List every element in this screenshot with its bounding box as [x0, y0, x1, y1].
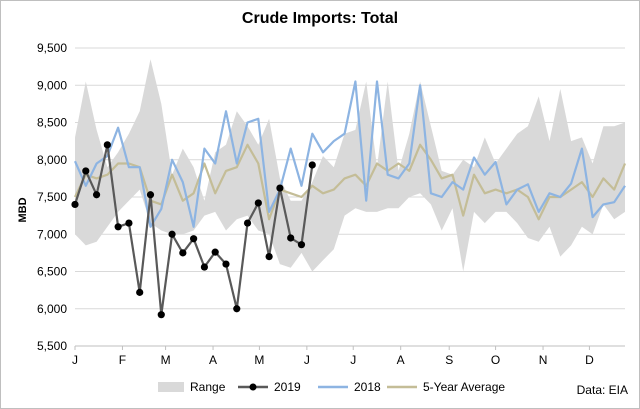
x-tick-label: O	[491, 353, 500, 367]
range-band-group	[75, 59, 625, 272]
series-line-5yr-avg	[74, 143, 627, 221]
x-tick-label: S	[445, 353, 453, 367]
legend: Range 2019 2018 5-Year Average	[0, 380, 640, 398]
legend-swatch-5yr-avg	[387, 385, 417, 389]
legend-label-5yr-avg: 5-Year Average	[423, 380, 506, 394]
x-tick-label: M	[254, 353, 264, 367]
x-tick-label: A	[209, 353, 217, 367]
y-tick-label: 5,500	[37, 339, 67, 353]
axes-group: 5,500 6,000 6,500 7,000 7,500 8,000 8,500 9,000…	[37, 41, 625, 367]
point-2019	[254, 199, 262, 207]
y-tick-label: 8,500	[37, 116, 67, 130]
point-2019	[103, 141, 111, 149]
series-line-2018	[73, 80, 626, 228]
point-2019	[146, 191, 155, 199]
y-tick-label: 6,500	[37, 265, 67, 279]
data-source-note: Data: EIA	[576, 383, 628, 397]
point-2019	[265, 253, 273, 261]
legend-label-2018: 2018	[354, 380, 381, 394]
point-2019	[190, 235, 198, 243]
legend-swatch-2019	[238, 383, 268, 391]
point-2019	[297, 241, 306, 249]
legend-item-range: Range	[158, 380, 225, 394]
point-2019	[125, 219, 133, 227]
y-tick-label: 6,000	[37, 302, 67, 316]
point-2019	[71, 200, 79, 209]
point-2019	[211, 248, 219, 256]
legend-item-2019: 2019	[238, 380, 301, 394]
y-tick-label: 8,000	[37, 153, 67, 167]
chart-title: Crude Imports: Total	[241, 10, 399, 27]
point-2019	[168, 230, 176, 238]
point-2019	[233, 305, 241, 313]
legend-swatch-2018	[318, 385, 348, 389]
x-tick-label: A	[397, 353, 405, 367]
point-2019	[157, 311, 165, 319]
point-2019	[222, 260, 230, 268]
y-tick-label: 9,000	[37, 78, 67, 92]
x-tick-label: M	[161, 353, 171, 367]
point-2019	[200, 263, 209, 271]
y-tick-label: 7,500	[37, 190, 67, 204]
legend-item-5yr-avg: 5-Year Average	[387, 380, 505, 394]
y-tick-label: 9,500	[37, 41, 67, 55]
x-tick-label: J	[350, 353, 356, 367]
x-tick-label: D	[585, 353, 594, 367]
legend-item-2018: 2018	[318, 380, 381, 394]
point-2019	[287, 234, 295, 242]
point-2019	[92, 191, 101, 199]
point-2019	[243, 219, 252, 227]
x-tick-label: J	[72, 353, 78, 367]
point-2019	[136, 288, 144, 296]
legend-swatch-range	[158, 382, 184, 392]
series-markers-group	[71, 141, 316, 319]
x-tick-label: J	[304, 353, 310, 367]
point-2019	[276, 184, 284, 192]
point-2019	[114, 223, 122, 231]
legend-label-2019: 2019	[274, 380, 301, 394]
point-2019	[308, 161, 316, 169]
point-2019	[179, 249, 187, 257]
x-tick-label: N	[539, 353, 548, 367]
x-tick-label: F	[119, 353, 126, 367]
legend-label-range: Range	[190, 380, 226, 394]
y-tick-label: 7,000	[37, 227, 67, 241]
point-2019	[82, 167, 90, 175]
range-band	[75, 59, 625, 272]
